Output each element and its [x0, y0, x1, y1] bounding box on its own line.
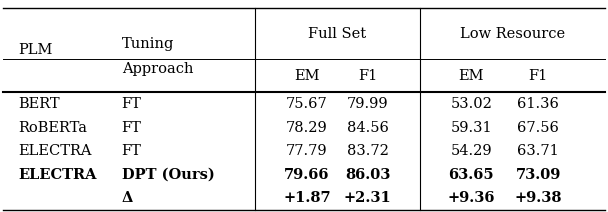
Text: DPT (Ours): DPT (Ours)	[122, 167, 215, 182]
Text: 63.71: 63.71	[517, 144, 559, 158]
Text: 53.02: 53.02	[451, 97, 492, 111]
Text: 67.56: 67.56	[517, 120, 559, 135]
Text: 79.66: 79.66	[285, 167, 330, 182]
Text: RoBERTa: RoBERTa	[18, 120, 87, 135]
Text: F1: F1	[528, 69, 548, 83]
Text: 75.67: 75.67	[286, 97, 328, 111]
Text: 73.09: 73.09	[516, 167, 561, 182]
Text: F1: F1	[358, 69, 378, 83]
Text: 61.36: 61.36	[517, 97, 559, 111]
Text: EM: EM	[294, 69, 320, 83]
Text: ELECTRA: ELECTRA	[18, 144, 92, 158]
Text: +2.31: +2.31	[344, 191, 392, 205]
Text: BERT: BERT	[18, 97, 60, 111]
Text: 79.99: 79.99	[347, 97, 389, 111]
Text: 59.31: 59.31	[451, 120, 492, 135]
Text: +9.36: +9.36	[447, 191, 495, 205]
Text: FT: FT	[122, 144, 142, 158]
Text: 54.29: 54.29	[451, 144, 492, 158]
Text: Full Set: Full Set	[308, 27, 367, 41]
Text: 77.79: 77.79	[286, 144, 328, 158]
Text: +9.38: +9.38	[514, 191, 562, 205]
Text: 83.72: 83.72	[347, 144, 389, 158]
Text: 63.65: 63.65	[448, 167, 494, 182]
Text: FT: FT	[122, 97, 142, 111]
Text: 86.03: 86.03	[345, 167, 390, 182]
Text: 78.29: 78.29	[286, 120, 328, 135]
Text: PLM: PLM	[18, 43, 53, 57]
Text: ELECTRA: ELECTRA	[18, 167, 97, 182]
Text: Δ: Δ	[122, 191, 133, 205]
Text: EM: EM	[458, 69, 484, 83]
Text: +1.87: +1.87	[283, 191, 331, 205]
Text: Approach: Approach	[122, 62, 193, 77]
Text: Tuning: Tuning	[122, 37, 174, 51]
Text: 84.56: 84.56	[347, 120, 389, 135]
Text: FT: FT	[122, 120, 142, 135]
Text: Low Resource: Low Resource	[460, 27, 565, 41]
